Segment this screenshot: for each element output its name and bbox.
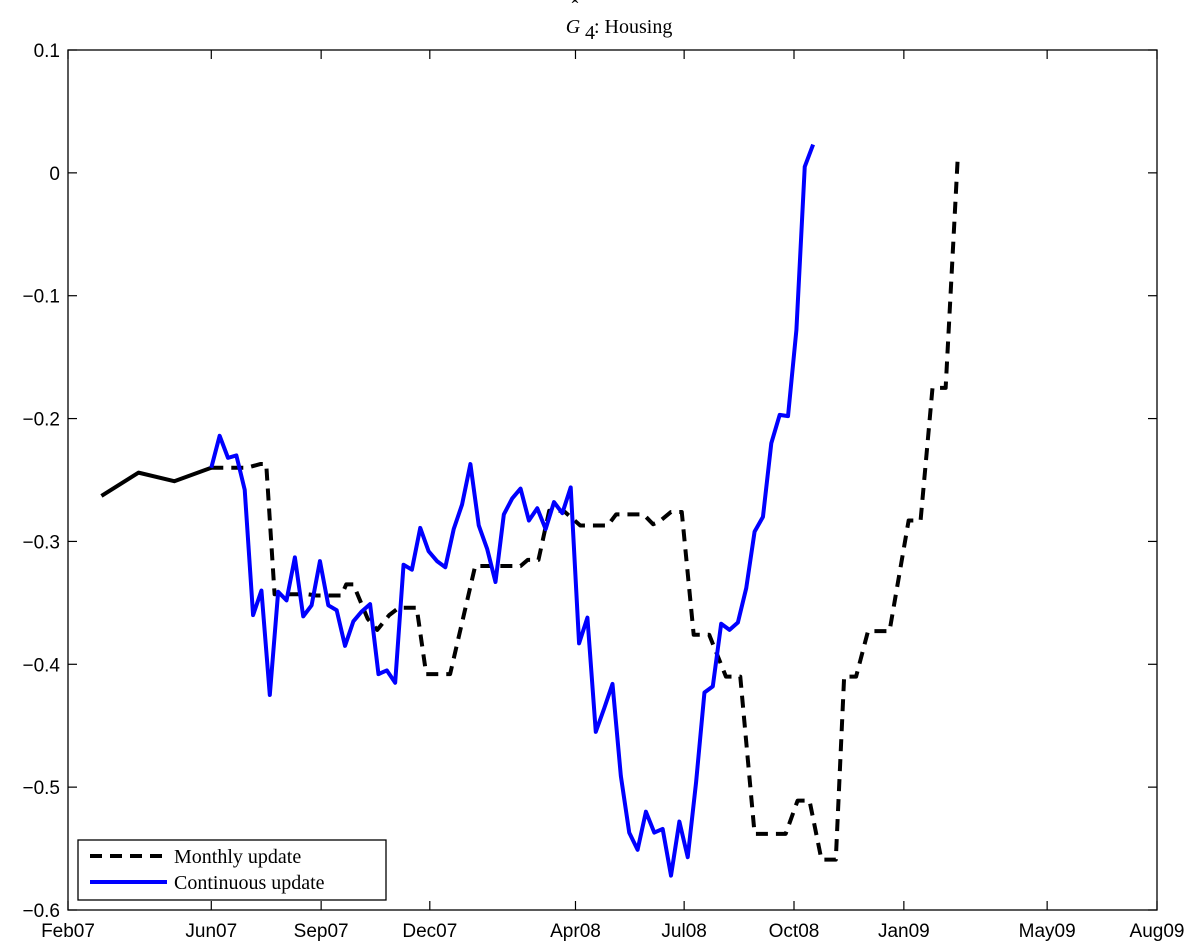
chart-title: G ˆ 4 : Housing bbox=[566, 0, 673, 44]
x-tick-label: Feb07 bbox=[41, 921, 95, 942]
y-tick-label: −0.5 bbox=[22, 778, 60, 799]
x-axis: Feb07 Jun07 Sep07 Dec07 Apr08 Jul08 Oct08 Jan09… bbox=[41, 50, 1184, 942]
legend-label-continuous: Continuous update bbox=[174, 872, 325, 894]
y-tick-label: 0.1 bbox=[34, 41, 60, 62]
x-tick-label: Aug09 bbox=[1130, 921, 1185, 942]
x-tick-label: May09 bbox=[1019, 921, 1076, 942]
title-suffix: : Housing bbox=[594, 16, 672, 38]
y-tick-label: −0.2 bbox=[22, 410, 60, 431]
y-tick-label: 0 bbox=[49, 164, 60, 185]
x-tick-label: Oct08 bbox=[769, 921, 820, 942]
title-subscript: 4 bbox=[585, 22, 595, 44]
series-layer bbox=[100, 143, 960, 878]
y-axis: 0.1 0 −0.1 −0.2 −0.3 −0.4 −0.5 −0.6 bbox=[22, 41, 1157, 922]
y-tick-label: −0.6 bbox=[22, 901, 60, 922]
x-tick-label: Sep07 bbox=[294, 921, 349, 942]
x-tick-label: Dec07 bbox=[402, 921, 457, 942]
legend: Monthly update Continuous update bbox=[77, 839, 387, 901]
y-tick-label: −0.3 bbox=[22, 532, 60, 553]
y-tick-label: −0.4 bbox=[22, 655, 60, 676]
legend-box bbox=[77, 839, 387, 901]
title-main: G bbox=[566, 16, 581, 38]
series-line-history bbox=[100, 465, 212, 498]
series-line-monthly-update bbox=[211, 160, 960, 862]
legend-label-monthly: Monthly update bbox=[174, 846, 301, 868]
x-tick-label: Jul08 bbox=[661, 921, 706, 942]
series-line-continuous-update bbox=[209, 143, 815, 878]
x-tick-label: Jan09 bbox=[878, 921, 930, 942]
title-hat: ˆ bbox=[572, 0, 579, 19]
x-tick-label: Apr08 bbox=[550, 921, 601, 942]
plot-frame bbox=[67, 49, 1158, 911]
y-tick-label: −0.1 bbox=[22, 287, 60, 308]
x-tick-label: Jun07 bbox=[185, 921, 237, 942]
